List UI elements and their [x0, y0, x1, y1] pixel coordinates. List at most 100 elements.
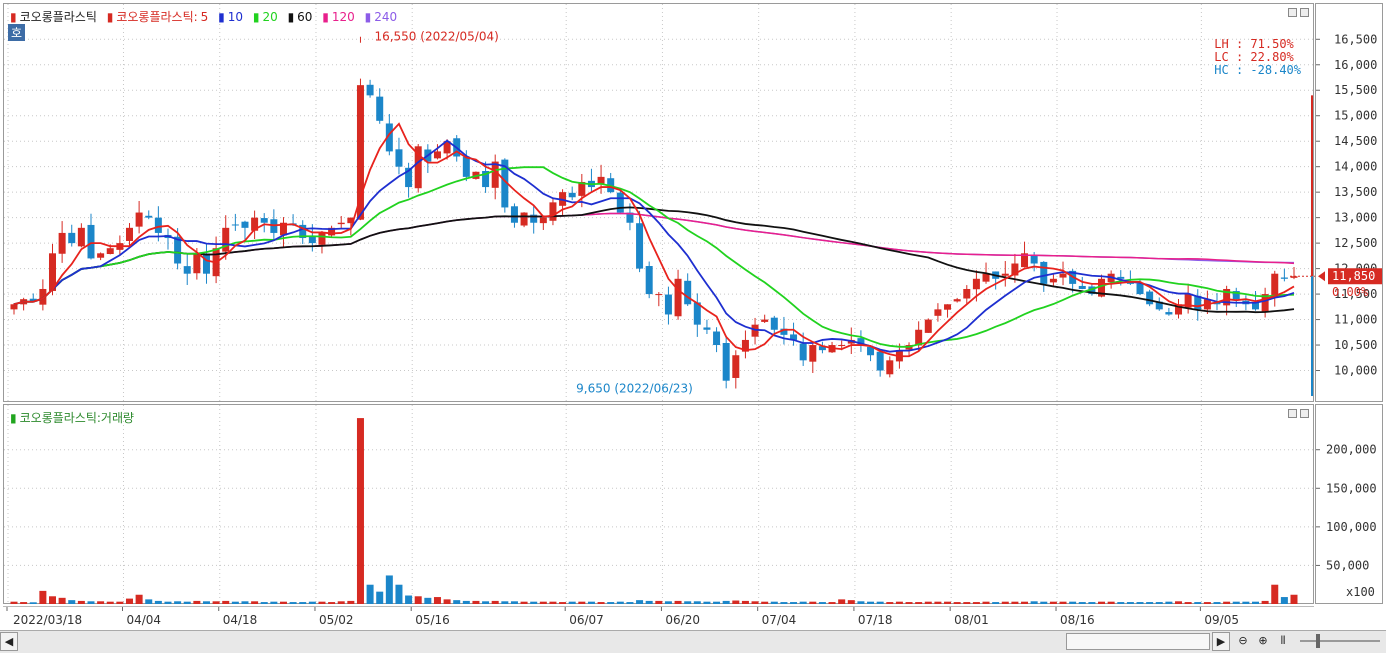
- date-label: 06/20: [665, 613, 700, 627]
- volume-bar: [1223, 601, 1231, 604]
- period-stats: LH : 71.50% LC : 22.80% HC : -28.40%: [1214, 38, 1301, 77]
- price-tick-label: 13,500: [1334, 185, 1377, 199]
- volume-bar: [953, 602, 961, 604]
- volume-chart-pane[interactable]: ▮ 코오롱플라스틱:거래량: [3, 404, 1315, 605]
- volume-bar: [1049, 601, 1057, 604]
- volume-bar: [472, 600, 480, 604]
- volume-bar: [847, 600, 855, 604]
- candle-body: [202, 253, 210, 274]
- candle-body: [520, 212, 528, 226]
- volume-bar: [1088, 602, 1096, 604]
- volume-bar: [1098, 601, 1106, 604]
- volume-bar: [722, 600, 730, 604]
- volume-bar: [414, 596, 422, 604]
- zoom-out-icon[interactable]: ⊖: [1238, 634, 1248, 647]
- candle-body: [1146, 291, 1154, 305]
- volume-bar: [664, 601, 672, 604]
- volume-bar: [385, 575, 393, 604]
- volume-bar: [1001, 601, 1009, 604]
- volume-bar: [212, 601, 220, 604]
- candle-body: [1223, 288, 1231, 306]
- volume-bar: [559, 602, 567, 604]
- candle-body: [443, 141, 451, 154]
- volume-minimize-button[interactable]: [1288, 409, 1297, 418]
- pane-maximize-button[interactable]: [1300, 8, 1309, 17]
- candle-body: [722, 343, 730, 381]
- volume-bar: [241, 601, 249, 604]
- volume-bar: [616, 601, 624, 604]
- candle-body: [703, 327, 711, 330]
- candle-body: [1011, 263, 1019, 276]
- candle-body: [347, 217, 355, 224]
- candle-body: [924, 319, 932, 333]
- candle-body: [761, 319, 769, 322]
- candle-body: [193, 253, 201, 274]
- ma5-line: [13, 122, 1295, 358]
- candle-body: [1040, 261, 1048, 284]
- volume-bar: [1261, 600, 1269, 604]
- volume-bar: [693, 601, 701, 604]
- candle-body: [77, 227, 85, 247]
- volume-bar: [1011, 601, 1019, 604]
- volume-bar: [924, 601, 932, 604]
- date-label: 09/05: [1204, 613, 1239, 627]
- volume-bar: [867, 601, 875, 604]
- candle-body: [1117, 276, 1125, 279]
- volume-bar: [1242, 601, 1250, 604]
- scroll-left-button[interactable]: ◀: [0, 632, 18, 651]
- candle-body: [1184, 294, 1192, 308]
- price-chart-pane[interactable]: 16,550 (2022/05/04) 9,650 (2022/06/23) ▮ 코…: [3, 3, 1315, 403]
- volume-bar: [607, 602, 615, 604]
- volume-maximize-button[interactable]: [1300, 409, 1309, 418]
- volume-bar: [770, 601, 778, 604]
- volume-bar: [1184, 602, 1192, 604]
- volume-bar: [366, 584, 374, 604]
- volume-bar: [520, 601, 528, 604]
- date-label: 04/04: [126, 613, 161, 627]
- hoga-tag[interactable]: 호: [8, 24, 26, 41]
- volume-bar: [308, 601, 316, 604]
- volume-bar: [1175, 601, 1183, 604]
- volume-bar: [68, 600, 76, 604]
- candle-body: [1126, 282, 1134, 284]
- volume-bar: [145, 599, 153, 604]
- candle-body: [337, 222, 345, 225]
- candle-body: [462, 156, 470, 177]
- volume-bar: [568, 601, 576, 604]
- low-annotation: 9,650 (2022/06/23): [576, 381, 693, 395]
- candle-body: [318, 232, 326, 245]
- volume-bar: [674, 600, 682, 604]
- range-bar-up: [1311, 95, 1313, 277]
- scroll-thumb[interactable]: [1066, 633, 1210, 650]
- chart-scrollbar[interactable]: ◀ ▶ ⊖ ⊕ ⦀: [0, 630, 1386, 653]
- vol-tick-label: 150,000: [1326, 481, 1377, 495]
- candle-body: [106, 248, 114, 254]
- candle-body: [838, 345, 846, 347]
- volume-bar: [154, 600, 162, 604]
- volume-bar: [684, 601, 692, 604]
- candle-body: [125, 227, 133, 241]
- volume-bar: [1146, 602, 1154, 604]
- volume-bar: [39, 590, 47, 604]
- candle-body: [876, 351, 884, 371]
- candle-body: [135, 212, 143, 227]
- candle-body: [510, 206, 518, 223]
- volume-bar: [376, 591, 384, 604]
- date-label: 2022/03/18: [13, 613, 82, 627]
- price-tick-label: 15,500: [1334, 83, 1377, 97]
- volume-bar: [183, 601, 191, 604]
- zoom-in-icon[interactable]: ⊕: [1258, 634, 1268, 647]
- candle-body: [636, 223, 644, 269]
- current-pct-label: 0.00%: [1332, 285, 1369, 299]
- legend-ma120: ▮ 120: [322, 10, 355, 24]
- candle-body: [1030, 255, 1038, 264]
- volume-bar: [270, 601, 278, 604]
- scroll-right-button[interactable]: ▶: [1212, 632, 1230, 651]
- pane-minimize-button[interactable]: [1288, 8, 1297, 17]
- legend-stock-name: ▮ 코오롱플라스틱: [10, 10, 97, 24]
- zoom-slider-track[interactable]: [1300, 640, 1380, 642]
- candle-body: [251, 217, 259, 231]
- candle-body: [934, 309, 942, 316]
- bar-density-icon[interactable]: ⦀: [1280, 634, 1286, 647]
- zoom-slider-handle[interactable]: [1316, 634, 1320, 648]
